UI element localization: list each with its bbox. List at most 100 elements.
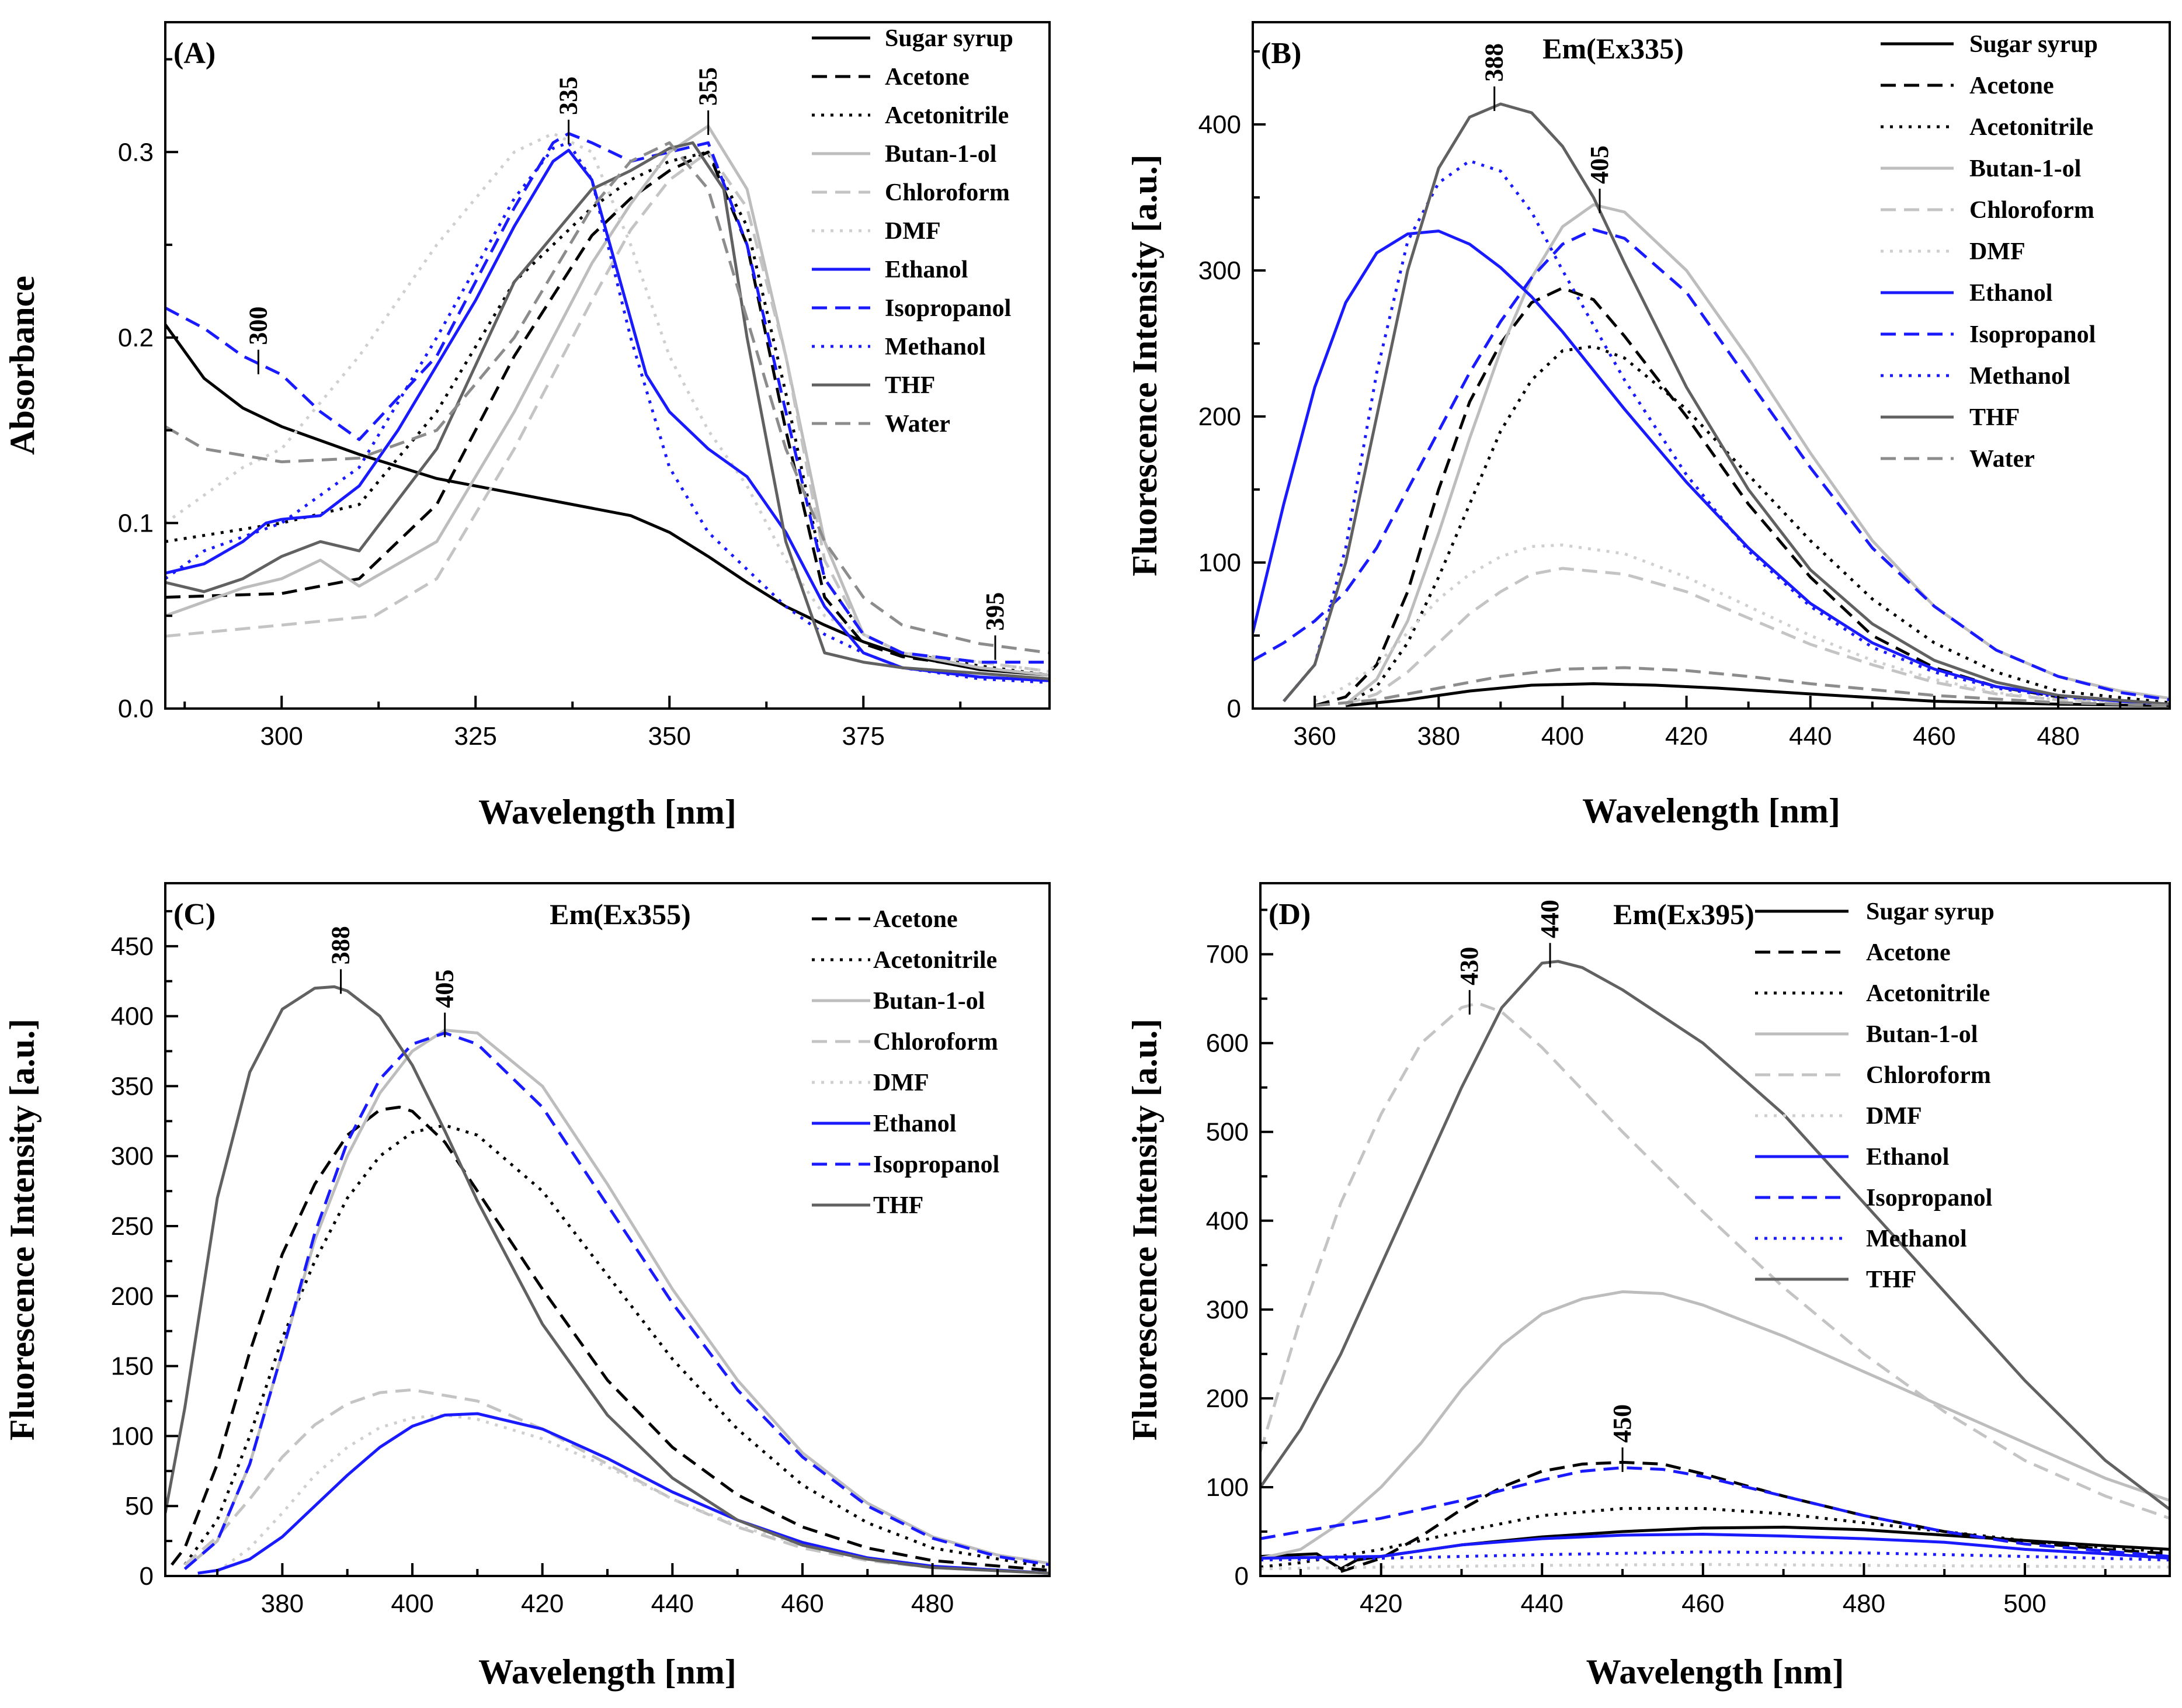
x-tick-label: 380 [261, 1589, 304, 1618]
y-axis-label: Fluorescence Intensity [a.u.] [1125, 154, 1164, 576]
y-tick-label: 400 [1198, 110, 1241, 139]
legend-label-ethanol: Ethanol [873, 1110, 956, 1137]
y-tick-label: 200 [1198, 402, 1241, 431]
series-line-methanol [165, 141, 1050, 684]
panel-a: 300 325 350 375 0.0 0.1 0.2 0.3 Wavelength [nm] A… [3, 21, 1051, 831]
peak-label: 440 [1535, 900, 1564, 938]
legend-label-water: Water [885, 411, 950, 438]
series-line-acetone [171, 1105, 1050, 1572]
panel-c-frame [164, 882, 1051, 1577]
series-line-water [165, 141, 1050, 655]
y-tick-label: 450 [111, 932, 154, 961]
y-tick-label: 600 [1206, 1029, 1249, 1058]
y-tick-label: 0 [140, 1562, 154, 1591]
legend-label-methanol: Methanol [1969, 363, 2070, 390]
panel-d-series [1260, 960, 2170, 1573]
legend-label-acetone: Acetone [1866, 939, 1951, 966]
series-line-acetone [1314, 286, 2170, 707]
series-line-thf [165, 985, 1050, 1575]
panel-b: 360 380 400 420 440 460 480 0 100 200 300 400 Wavele… [1125, 21, 2171, 830]
legend-label-thf: THF [873, 1192, 923, 1219]
legend-label-sugar-syrup: Sugar syrup [885, 25, 1013, 52]
x-tick-label: 480 [2037, 722, 2079, 751]
x-tick-label: 440 [651, 1589, 694, 1618]
legend-label-sugar-syrup: Sugar syrup [1866, 898, 1995, 925]
y-axis-label: Fluorescence Intensity [a.u.] [3, 1019, 41, 1440]
legend-label-dmf: DMF [873, 1070, 929, 1096]
x-tick-label: 380 [1417, 722, 1460, 751]
peak-label: 300 [244, 307, 272, 345]
y-tick-label: 0.0 [118, 695, 154, 723]
panel-title: Em(Ex395) [1613, 898, 1754, 931]
x-tick-label: 375 [842, 722, 885, 751]
y-tick-label: 100 [111, 1422, 154, 1450]
x-tick-label: 420 [521, 1589, 564, 1618]
legend-label-sugar-syrup: Sugar syrup [1969, 31, 2098, 58]
legend-label-butan-1-ol: Butan-1-ol [873, 988, 985, 1015]
y-tick-label: 0.3 [118, 138, 154, 166]
legend-label-thf: THF [1969, 404, 2020, 431]
series-line-sugar-syrup [1345, 682, 2170, 707]
y-tick-label: 700 [1206, 940, 1249, 969]
y-tick-label: 0 [1227, 695, 1241, 723]
y-axis-label: Absorbance [3, 276, 41, 455]
series-line-isopropanol [1260, 1466, 2170, 1558]
panel-b-series [1253, 102, 2170, 707]
legend-label-isopropanol: Isopropanol [1866, 1185, 1992, 1211]
legend-label-isopropanol: Isopropanol [1969, 321, 2096, 348]
y-tick-label: 100 [1198, 548, 1241, 577]
panel-d: 420 440 460 480 500 0 100 200 300 400 500 600 700 Wav… [1125, 882, 2171, 1691]
x-axis-label: Wavelength [nm] [1582, 791, 1840, 830]
peak-label: 430 [1455, 947, 1483, 985]
y-tick-label: 250 [111, 1212, 154, 1241]
y-tick-label: 400 [1206, 1207, 1249, 1235]
y-tick-label: 300 [1206, 1296, 1249, 1324]
x-tick-label: 460 [1681, 1589, 1724, 1618]
peak-label: 450 [1608, 1404, 1636, 1443]
legend-label-ethanol: Ethanol [1866, 1144, 1949, 1171]
series-line-dmf [1314, 543, 2170, 706]
legend-label-ethanol: Ethanol [885, 256, 968, 283]
series-line-isopropanol [1253, 228, 2170, 702]
x-tick-label: 480 [911, 1589, 954, 1618]
series-line-chloroform [165, 150, 1050, 673]
panel-d-frame [1259, 882, 2171, 1577]
legend-label-butan-1-ol: Butan-1-ol [1969, 155, 2081, 182]
panel-a-series [165, 124, 1050, 684]
series-line-chloroform [1345, 567, 2170, 706]
series-line-thf [1283, 102, 2170, 706]
panel-tag: (C) [173, 898, 216, 931]
series-line-ethanol [1253, 230, 2170, 706]
peak-label: 405 [1585, 145, 1614, 184]
series-line-water [1314, 666, 2170, 707]
series-line-acetone [165, 150, 1050, 677]
panel-d-legend: Sugar syrup Acetone Acetonitrile Butan-1-ol… [1755, 898, 1995, 1293]
y-tick-label: 300 [111, 1142, 154, 1171]
legend-label-acetonitrile: Acetonitrile [885, 102, 1009, 129]
panel-tag: (B) [1261, 37, 1301, 70]
series-line-chloroform [183, 1388, 1050, 1575]
legend-label-acetone: Acetone [1969, 72, 2054, 99]
x-axis-label: Wavelength [nm] [478, 793, 736, 831]
y-tick-label: 400 [111, 1002, 154, 1031]
x-tick-label: 360 [1293, 722, 1336, 751]
series-line-dmf [1260, 1563, 2170, 1571]
y-tick-label: 0 [1235, 1562, 1249, 1591]
legend-label-ethanol: Ethanol [1969, 280, 2052, 307]
series-line-ethanol [197, 1412, 1050, 1575]
y-axis-label: Fluorescence Intensity [a.u.] [1125, 1019, 1164, 1440]
x-axis-label: Wavelength [nm] [1586, 1653, 1844, 1691]
series-line-ethanol [1260, 1533, 2170, 1560]
legend-label-chloroform: Chloroform [873, 1029, 998, 1056]
peak-label: 395 [981, 592, 1009, 631]
x-tick-label: 440 [1789, 722, 1832, 751]
legend-label-thf: THF [885, 372, 935, 399]
x-tick-label: 400 [391, 1589, 433, 1618]
legend-label-dmf: DMF [1969, 238, 2025, 265]
legend-label-chloroform: Chloroform [1969, 197, 2094, 224]
x-tick-label: 350 [648, 722, 691, 751]
panel-a-frame [164, 21, 1051, 710]
legend-label-thf: THF [1866, 1266, 1916, 1293]
series-line-isopropanol [165, 132, 1050, 664]
